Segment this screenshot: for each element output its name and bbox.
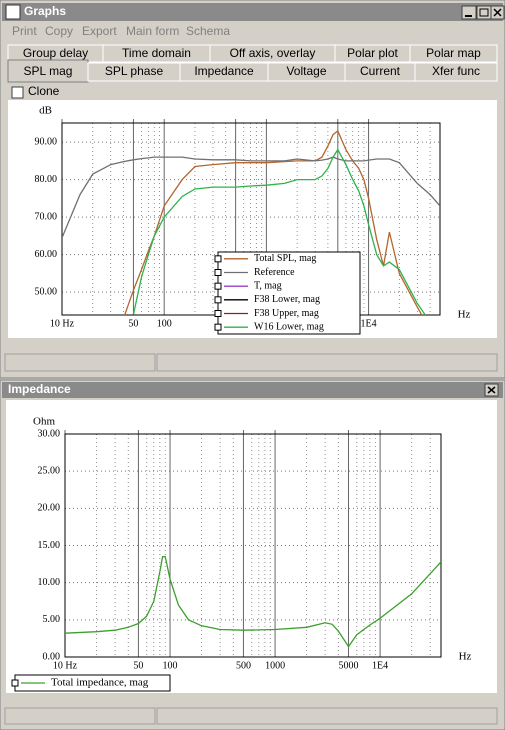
x-tick-label: 500 [236, 660, 251, 671]
x-tick-label: 50 [133, 660, 143, 671]
series-line [124, 129, 423, 315]
tab-label: SPL phase [105, 64, 164, 78]
y-tick-label: 0.00 [43, 651, 61, 662]
legend-check[interactable] [11, 679, 19, 687]
window-title: Graphs [24, 4, 66, 18]
status-pane [156, 707, 498, 725]
legend-label: W16 Lower, mag [254, 321, 324, 332]
y-tick-label: 80.00 [35, 174, 58, 185]
x-tick-label: 10 Hz [53, 660, 78, 671]
y-axis-label: dB [39, 105, 52, 117]
legend-label: Reference [254, 267, 295, 278]
title-bar [2, 3, 503, 21]
x-tick-label: 100 [157, 318, 172, 329]
legend-label: F38 Lower, mag [254, 294, 320, 305]
series-line [65, 555, 441, 648]
legend-check[interactable] [214, 310, 222, 317]
legend-label: T, mag [254, 280, 282, 291]
tab-label: SPL mag [24, 64, 73, 78]
clone-label: Clone [28, 84, 60, 98]
x-tick-label: 1000 [265, 660, 285, 671]
tab-label: Group delay [23, 46, 88, 60]
status-pane [4, 707, 156, 725]
legend-check[interactable] [214, 323, 222, 331]
y-tick-label: 70.00 [35, 211, 58, 222]
legend-box [217, 251, 361, 335]
tab[interactable] [414, 62, 498, 82]
legend-check[interactable] [214, 282, 222, 290]
y-tick-label: 50.00 [35, 286, 58, 297]
y-tick-label: 90.00 [35, 136, 58, 147]
y-tick-label: 60.00 [35, 249, 58, 260]
close-glyph [487, 386, 496, 394]
y-tick-label: 5.00 [43, 614, 61, 625]
y-tick-label: 30.00 [38, 428, 61, 439]
legend-check[interactable] [214, 296, 222, 304]
tab-label: Polar map [426, 46, 481, 60]
legend-label: F38 Upper, mag [254, 308, 319, 319]
title-bar [2, 382, 503, 398]
status-pane [4, 353, 156, 372]
window-title: Impedance [8, 382, 71, 396]
x-tick-label: 10 Hz [50, 318, 75, 329]
menu-item[interactable]: Export [82, 24, 117, 38]
y-tick-label: 20.00 [38, 503, 61, 514]
x-tick-label: 100 [163, 660, 178, 671]
x-tick-label: 1E4 [372, 660, 388, 671]
menu-item[interactable]: Copy [45, 24, 73, 38]
x-tick-label: 5000 [338, 660, 358, 671]
menu-item[interactable]: Main form [126, 24, 179, 38]
maximize-glyph [479, 8, 489, 17]
plot-frame [64, 433, 442, 658]
series-line [62, 156, 440, 239]
close-glyph [493, 8, 502, 17]
legend-check[interactable] [214, 255, 222, 263]
x-axis-label: Hz [459, 651, 472, 663]
x-axis-label: Hz [458, 309, 471, 321]
tab-label: Time domain [122, 46, 191, 60]
x-tick-label: 1E4 [361, 318, 377, 329]
tab-label: Voltage [286, 64, 326, 78]
tab-label: Xfer func [432, 64, 480, 78]
legend-label: Total impedance, mag [51, 677, 149, 689]
series-line [132, 148, 427, 315]
menu-item[interactable]: Schema [186, 24, 230, 38]
tab-label: Polar plot [347, 46, 398, 60]
tab-label: Current [360, 64, 401, 78]
tab[interactable] [409, 44, 498, 63]
y-tick-label: 25.00 [38, 465, 61, 476]
y-tick-label: 10.00 [38, 577, 61, 588]
clone-checkbox[interactable] [11, 86, 24, 99]
status-pane [156, 353, 498, 372]
tab-label: Impedance [194, 64, 254, 78]
legend-check[interactable] [214, 269, 222, 276]
maximize-button[interactable] [476, 5, 492, 20]
y-axis-label: Ohm [33, 416, 55, 428]
y-tick-label: 15.00 [38, 540, 61, 551]
app-icon [5, 4, 21, 20]
tab-label: Off axis, overlay [230, 46, 316, 60]
legend-label: Total SPL, mag [254, 253, 316, 264]
menu-item[interactable]: Print [12, 24, 37, 38]
x-tick-label: 50 [128, 318, 138, 329]
minimize-button[interactable] [461, 5, 477, 20]
